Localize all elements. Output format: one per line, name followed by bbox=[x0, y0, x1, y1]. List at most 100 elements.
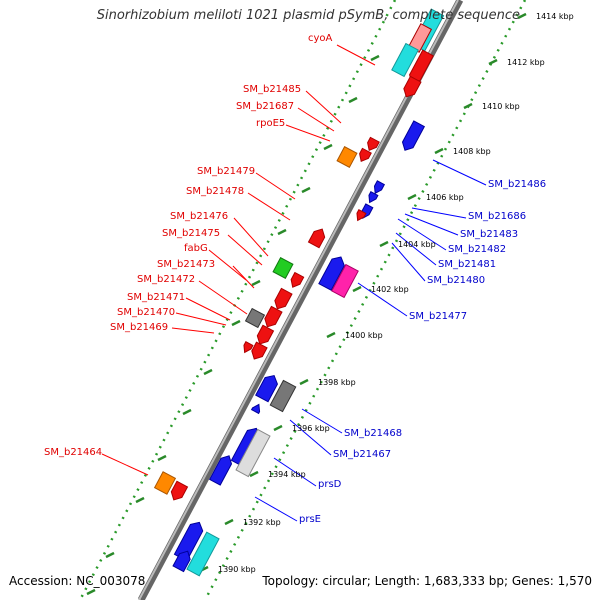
gene-feature bbox=[336, 145, 358, 169]
gene-feature bbox=[269, 379, 297, 413]
leader-line bbox=[227, 234, 263, 266]
gene-features bbox=[153, 8, 445, 577]
gene-feature bbox=[235, 428, 271, 478]
gene-feature bbox=[290, 271, 305, 288]
tick-label: 1410 kbp bbox=[482, 102, 520, 111]
leader-line bbox=[336, 44, 376, 66]
tick-mark bbox=[348, 96, 358, 104]
tick-mark bbox=[277, 228, 287, 236]
gene-feature bbox=[255, 374, 278, 403]
gene-label-sm_b21470: SM_b21470 bbox=[117, 307, 176, 318]
tick-label: 1404 kbp bbox=[398, 240, 436, 249]
gene-feature bbox=[391, 42, 419, 78]
gene-feature bbox=[318, 256, 345, 291]
gene-feature bbox=[407, 23, 433, 53]
gene-label-prse: prsE bbox=[299, 514, 321, 525]
gene-label-sm_b21478: SM_b21478 bbox=[186, 186, 245, 197]
leader-line bbox=[285, 124, 331, 142]
leader-line bbox=[357, 282, 408, 317]
gene-label-sm_b21479: SM_b21479 bbox=[197, 166, 256, 177]
leader-line bbox=[395, 232, 437, 266]
leader-line bbox=[208, 249, 247, 281]
gene-feature bbox=[250, 403, 261, 415]
gene-label-sm_b21464: SM_b21464 bbox=[44, 447, 103, 458]
leader-line bbox=[254, 496, 298, 522]
gene-feature bbox=[356, 209, 367, 222]
summary-text: Topology: circular; Length: 1,683,333 bp… bbox=[262, 574, 592, 588]
gene-feature bbox=[331, 263, 359, 299]
tick-mark bbox=[326, 331, 336, 339]
tick-mark bbox=[352, 285, 362, 293]
gene-feature bbox=[403, 75, 422, 98]
gene-feature bbox=[264, 305, 283, 328]
gene-label-sm_b21686: SM_b21686 bbox=[468, 211, 527, 222]
tick-mark bbox=[86, 588, 96, 596]
gene-label-sm_b21687: SM_b21687 bbox=[236, 101, 295, 112]
gene-feature bbox=[359, 147, 372, 162]
tick-mark bbox=[273, 424, 283, 432]
gene-feature bbox=[256, 324, 275, 345]
tick-guide-right bbox=[203, 0, 527, 600]
gene-feature bbox=[170, 480, 189, 501]
label-leader-lines bbox=[101, 44, 487, 522]
tick-mark bbox=[370, 54, 380, 62]
tick-label: 1412 kbp bbox=[507, 58, 545, 67]
tick-label: 1402 kbp bbox=[371, 285, 409, 294]
gene-feature bbox=[243, 341, 254, 354]
tick-guide-left bbox=[78, 0, 397, 600]
tick-mark bbox=[251, 279, 261, 287]
leader-line bbox=[391, 242, 426, 282]
tick-mark bbox=[517, 12, 527, 20]
leader-line bbox=[301, 408, 343, 434]
tick-mark bbox=[434, 147, 444, 155]
gene-label-sm_b21486: SM_b21486 bbox=[488, 179, 547, 190]
gene-label-sm_b21485: SM_b21485 bbox=[243, 84, 302, 95]
gene-feature bbox=[172, 550, 191, 573]
tick-label: 1414 kbp bbox=[536, 12, 574, 21]
tick-mark bbox=[301, 186, 311, 194]
tick-label: 1398 kbp bbox=[318, 378, 356, 387]
tick-mark bbox=[231, 319, 241, 327]
leader-line bbox=[185, 297, 231, 321]
tick-label: 1390 kbp bbox=[218, 565, 256, 574]
gene-feature bbox=[272, 256, 294, 280]
leader-line bbox=[255, 172, 296, 200]
tick-mark bbox=[249, 470, 259, 478]
gene-label-prsd: prsD bbox=[318, 479, 342, 490]
leader-line bbox=[411, 207, 467, 219]
tick-mark bbox=[323, 143, 333, 151]
gene-label-sm_b21483: SM_b21483 bbox=[460, 229, 519, 240]
leader-line bbox=[289, 419, 332, 456]
tick-label: 1408 kbp bbox=[453, 147, 491, 156]
tick-label: 1406 kbp bbox=[426, 193, 464, 202]
tick-mark bbox=[203, 368, 213, 376]
gene-feature bbox=[368, 191, 379, 204]
leader-line bbox=[297, 107, 335, 132]
gene-label-sm_b21472: SM_b21472 bbox=[137, 274, 196, 285]
gene-feature bbox=[186, 531, 220, 577]
gene-label-sm_b21469: SM_b21469 bbox=[110, 322, 169, 333]
leader-line bbox=[175, 312, 227, 326]
gene-label-sm_b21467: SM_b21467 bbox=[333, 449, 392, 460]
tick-mark bbox=[379, 240, 389, 248]
tick-label: 1400 kbp bbox=[345, 331, 383, 340]
gene-feature bbox=[307, 228, 326, 249]
gene-label-sm_b21473: SM_b21473 bbox=[157, 259, 216, 270]
leader-line bbox=[404, 213, 459, 236]
leader-line bbox=[232, 265, 255, 289]
gene-feature bbox=[401, 120, 426, 151]
gene-label-sm_b21468: SM_b21468 bbox=[344, 428, 403, 439]
tick-mark bbox=[463, 102, 473, 110]
gene-label-cyoa: cyoA bbox=[308, 33, 333, 44]
gene-label-sm_b21471: SM_b21471 bbox=[127, 292, 186, 303]
map-title: Sinorhizobium meliloti 1021 plasmid pSym… bbox=[96, 8, 520, 23]
leader-line bbox=[233, 217, 269, 257]
tick-label: 1392 kbp bbox=[243, 518, 281, 527]
leader-line bbox=[198, 280, 248, 315]
tick-mark bbox=[224, 518, 234, 526]
leader-line bbox=[397, 218, 447, 251]
gene-label-sm_b21481: SM_b21481 bbox=[438, 259, 497, 270]
gene-feature bbox=[367, 136, 380, 151]
gene-feature bbox=[244, 307, 266, 329]
gene-label-rpoe5: rpoE5 bbox=[256, 118, 286, 129]
